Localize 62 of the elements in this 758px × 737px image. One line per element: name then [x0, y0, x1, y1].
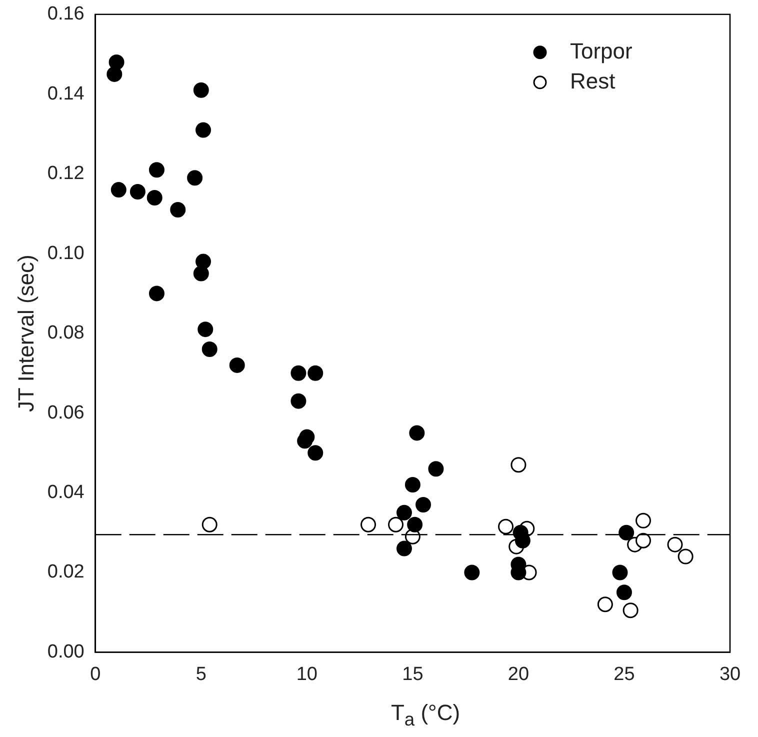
- point: [396, 540, 412, 556]
- point: [106, 66, 122, 82]
- point: [187, 170, 203, 186]
- point: [636, 532, 652, 548]
- point: [360, 516, 376, 532]
- y-tick-label: 0.08: [47, 322, 84, 344]
- point: [193, 266, 209, 282]
- point: [148, 286, 164, 302]
- point: [170, 202, 186, 218]
- point: [388, 516, 404, 532]
- point: [618, 524, 634, 540]
- point: [396, 504, 412, 520]
- point: [193, 82, 209, 98]
- point: [290, 365, 306, 381]
- point: [198, 322, 214, 338]
- point: [202, 516, 218, 532]
- y-tick-label: 0.04: [47, 482, 85, 503]
- x-tick-label: 10: [296, 664, 318, 685]
- point: [202, 341, 218, 357]
- y-tick-label: 0.00: [47, 641, 84, 662]
- x-tick-label: 20: [508, 664, 530, 685]
- legend-label: Rest: [570, 68, 616, 94]
- x-tick-label: 15: [402, 664, 424, 685]
- point: [146, 190, 162, 206]
- y-tick-label: 0.02: [47, 562, 84, 583]
- point: [308, 365, 324, 381]
- point: [196, 122, 212, 138]
- point: [678, 548, 694, 564]
- point: [130, 184, 146, 200]
- point: [290, 393, 306, 409]
- point: [667, 536, 683, 552]
- x-axis-title: T$_{a}$ (°C): [390, 700, 462, 730]
- x-tick-label: 5: [196, 664, 206, 685]
- y-tick-label: 0.06: [47, 402, 84, 424]
- point: [498, 518, 514, 534]
- y-axis-title: JT Interval (sec): [13, 254, 38, 412]
- point: [636, 512, 652, 528]
- y-tick-label: 0.12: [47, 163, 84, 184]
- point: [597, 596, 613, 612]
- y-tick-label: 0.10: [47, 242, 84, 264]
- x-tick-label: 30: [719, 664, 741, 685]
- point: [297, 433, 313, 449]
- point: [404, 477, 420, 493]
- point: [229, 357, 245, 373]
- point: [148, 162, 164, 178]
- point: [409, 425, 425, 441]
- point: [407, 516, 423, 532]
- point: [612, 564, 628, 580]
- point: [110, 182, 126, 198]
- point: [510, 457, 526, 473]
- y-tick-label: 0.14: [47, 83, 85, 104]
- point: [308, 445, 324, 461]
- point: [464, 564, 480, 580]
- y-tick-label: 0.16: [47, 4, 84, 25]
- x-tick-label: 0: [90, 664, 101, 685]
- legend-label: Torpor: [570, 38, 632, 64]
- x-tick-label: 25: [614, 664, 635, 685]
- point: [428, 461, 444, 477]
- point: [622, 602, 638, 618]
- point: [196, 254, 212, 270]
- point: [616, 584, 632, 600]
- point: [416, 496, 432, 512]
